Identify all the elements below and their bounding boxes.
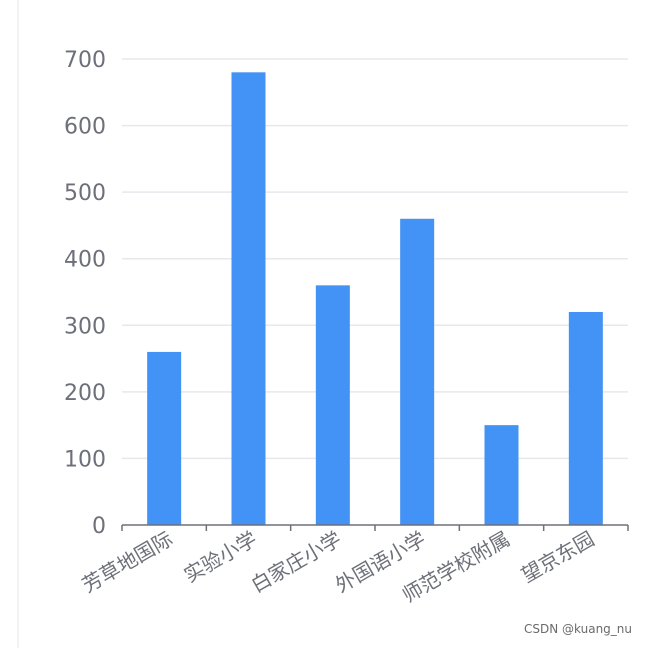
watermark: CSDN @kuang_nu — [524, 622, 632, 636]
bars — [147, 72, 603, 526]
bar — [315, 285, 350, 525]
x-axis — [121, 524, 629, 531]
bar — [400, 218, 435, 525]
bar — [147, 351, 182, 525]
y-tick-label: 500 — [64, 181, 106, 206]
x-tick-label: 白家庄小学 — [247, 527, 346, 598]
y-tick-label: 0 — [92, 514, 106, 539]
grid-lines — [122, 58, 628, 460]
y-tick-label: 600 — [64, 115, 106, 140]
y-tick-label: 100 — [64, 447, 106, 472]
bar — [568, 311, 603, 525]
y-tick-label: 200 — [64, 381, 106, 406]
page-left-border — [17, 0, 19, 648]
y-tick-label: 700 — [64, 48, 106, 73]
bar — [231, 72, 266, 526]
bar — [484, 425, 519, 525]
y-tick-label: 300 — [64, 314, 106, 339]
x-tick-label: 望京东园 — [517, 527, 598, 588]
y-tick-label: 400 — [64, 248, 106, 273]
y-axis-tick-labels: 0 100 200 300 400 500 600 700 — [64, 48, 106, 539]
